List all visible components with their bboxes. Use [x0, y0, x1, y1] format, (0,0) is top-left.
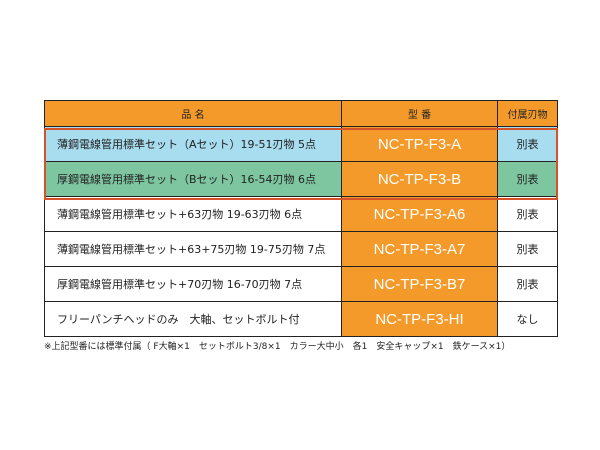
table-row: 厚鋼電線管用標準セット+70刃物 16-70刃物 7点 NC-TP-F3-B7 別表 [44, 266, 558, 302]
product-name: 薄鋼電線管用標準セット+63+75刃物 19-75刃物 7点 [44, 231, 342, 267]
model-number: NC-TP-F3-A6 [341, 196, 498, 232]
blades: 別表 [497, 196, 558, 232]
header-blades: 付属刃物 [497, 100, 558, 127]
footnote: ※上記型番には標準付属（ F大軸×1 セットボルト3/8×1 カラー大中小 各1… [44, 342, 511, 352]
blades: 別表 [497, 161, 558, 197]
table-row: 薄鋼電線管用標準セット（Aセット）19-51刃物 5点 NC-TP-F3-A 別表 [44, 126, 558, 162]
blades: なし [497, 301, 558, 337]
header-model: 型 番 [341, 100, 498, 127]
table-row: 薄鋼電線管用標準セット+63刃物 19-63刃物 6点 NC-TP-F3-A6 別表 [44, 196, 558, 232]
blades: 別表 [497, 126, 558, 162]
product-name: 厚鋼電線管用標準セット+70刃物 16-70刃物 7点 [44, 266, 342, 302]
model-number: NC-TP-F3-B [341, 161, 498, 197]
product-name: 薄鋼電線管用標準セット+63刃物 19-63刃物 6点 [44, 196, 342, 232]
table-row: 薄鋼電線管用標準セット+63+75刃物 19-75刃物 7点 NC-TP-F3-A… [44, 231, 558, 267]
product-table: 品 名 型 番 付属刃物 薄鋼電線管用標準セット（Aセット）19-51刃物 5点… [44, 100, 558, 337]
table-row: 厚鋼電線管用標準セット（Bセット）16-54刃物 6点 NC-TP-F3-B 別表 [44, 161, 558, 197]
header-name: 品 名 [44, 100, 342, 127]
model-number: NC-TP-F3-B7 [341, 266, 498, 302]
product-name: フリーパンチヘッドのみ 大軸、セットボルト付 [44, 301, 342, 337]
model-number: NC-TP-F3-A [341, 126, 498, 162]
header-row: 品 名 型 番 付属刃物 [44, 100, 558, 127]
table-row: フリーパンチヘッドのみ 大軸、セットボルト付 NC-TP-F3-HI なし [44, 301, 558, 337]
blades: 別表 [497, 231, 558, 267]
product-name: 厚鋼電線管用標準セット（Bセット）16-54刃物 6点 [44, 161, 342, 197]
model-number: NC-TP-F3-A7 [341, 231, 498, 267]
model-number: NC-TP-F3-HI [341, 301, 498, 337]
product-name: 薄鋼電線管用標準セット（Aセット）19-51刃物 5点 [44, 126, 342, 162]
blades: 別表 [497, 266, 558, 302]
